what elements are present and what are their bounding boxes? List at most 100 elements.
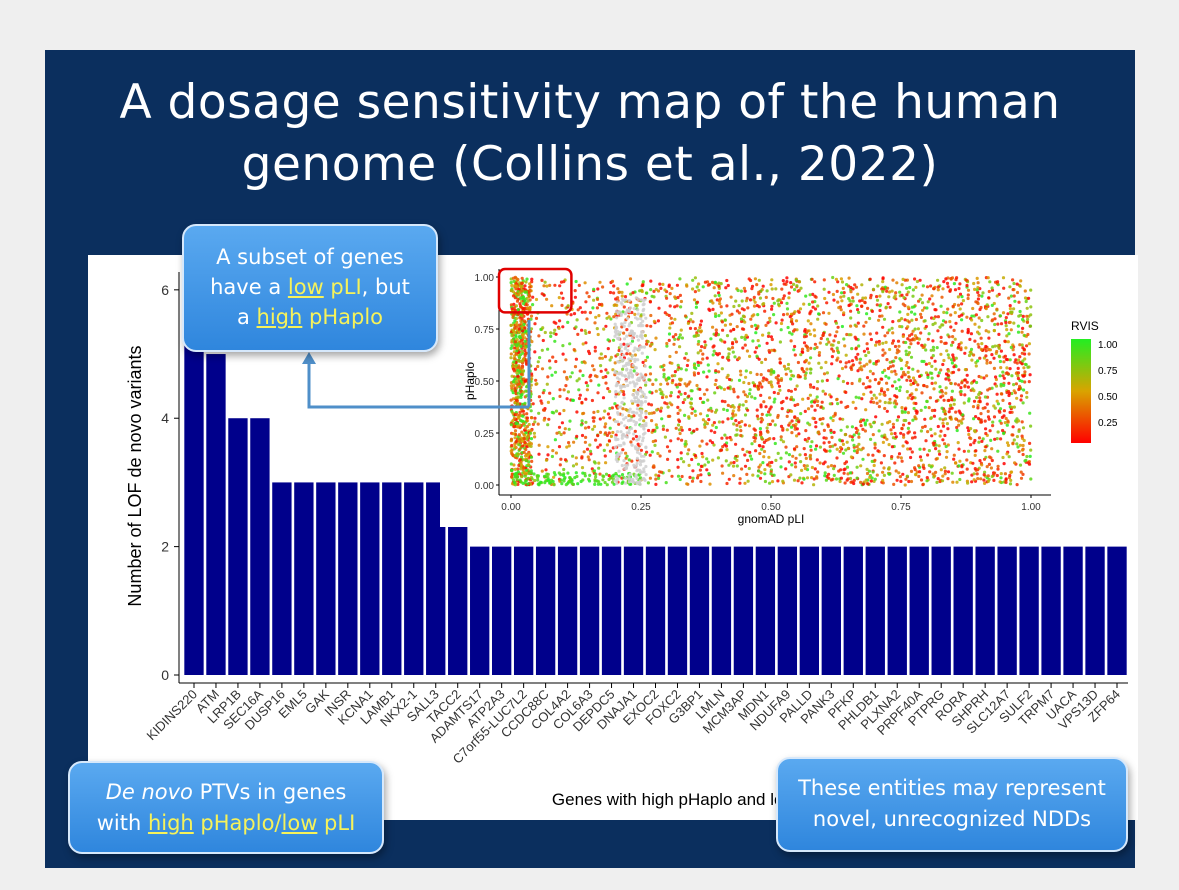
scatter-point [606,412,611,416]
scatter-point [893,461,897,465]
scatter-point [891,278,895,282]
scatter-point [957,368,961,372]
scatter-point [592,298,596,302]
scatter-point [976,416,981,421]
scatter-point [954,321,958,325]
scatter-point [523,379,527,383]
scatter-point [882,390,887,394]
scatter-point [607,474,611,478]
scatter-point [822,372,827,376]
scatter-point [600,302,604,306]
scatter-point [717,299,722,303]
scatter-point [1028,324,1033,328]
scatter-point [638,409,642,413]
scatter-point [723,433,727,437]
scatter-point [972,472,976,476]
scatter-point [529,455,534,459]
scatter-point [797,432,801,436]
scatter-point [696,342,700,346]
scatter-point [865,418,869,422]
scatter-point [894,291,898,295]
callout-top-line2: have a low pLI, but [210,275,410,299]
scatter-point [687,394,691,398]
scatter-point [638,479,642,483]
scatter-point [1011,348,1015,352]
scatter-point [832,298,836,302]
scatter-point [772,390,776,395]
scatter-point [997,346,1001,350]
scatter-point [932,287,936,291]
scatter-point [1009,294,1014,298]
scatter-point [737,304,741,308]
scatter-point [552,320,556,324]
scatter-point [526,323,530,327]
bar [316,482,336,675]
scatter-point [976,301,980,306]
scatter-point [810,465,815,470]
scatter-point [998,314,1003,318]
scatter-point [1004,480,1008,484]
scatter-point [866,306,870,310]
scatter-point [620,302,624,306]
scatter-point [626,383,630,388]
scatter-point [551,449,555,453]
scatter-point [644,380,648,384]
scatter-point [908,393,912,397]
scatter-point [821,417,825,421]
scatter-point [803,373,807,378]
scatter-point [514,316,518,321]
scatter-point [958,477,962,482]
scatter-point [895,281,899,285]
scatter-point [1007,332,1011,336]
scatter-point [703,340,707,344]
scatter-point [789,312,794,316]
scatter-point [653,443,657,447]
scatter-point [1021,472,1025,476]
scatter-point [619,345,623,349]
scatter-point [925,399,929,404]
scatter-point [854,346,858,350]
chart-panel: 0 2 4 6 Number of LOF de novo variants KIDINS… [88,255,1138,820]
scatter-point [1018,384,1022,388]
scatter-point [693,454,698,458]
scatter-point [890,455,894,459]
scatter-point [945,422,950,426]
scatter-point [714,378,718,382]
scatter-point [702,370,706,374]
scatter-point [992,329,997,333]
scatter-point [604,368,608,372]
scatter-point [621,448,625,452]
scatter-point [924,439,928,443]
scatter-point [537,334,541,338]
scatter-point [873,378,878,382]
scatter-point [779,438,783,442]
scatter-point [648,372,653,376]
scatter-point [906,290,910,294]
scatter-point [628,306,633,310]
scatter-point [890,289,894,293]
scatter-point [849,316,853,320]
scatter-point [879,461,884,465]
scatter-point [906,447,910,451]
scatter-point [865,342,869,346]
scatter-point [541,391,545,395]
scatter-point [955,428,959,433]
scatter-point [845,440,849,444]
scatter-point [971,387,975,391]
scatter-point [695,285,699,289]
scatter-point [848,434,852,438]
scatter-point [766,438,770,442]
scatter-point [695,476,700,480]
scatter-point [602,474,606,479]
bar [843,546,863,675]
scatter-point [510,334,514,338]
scatter-point [677,335,681,340]
scatter-point [625,352,629,356]
scatter-point [759,405,763,409]
scatter-point [787,389,791,393]
scatter-point [521,409,526,413]
scatter-point [773,397,777,401]
scatter-point [638,387,642,392]
scatter-point [1016,330,1021,334]
scatter-point [732,304,736,309]
